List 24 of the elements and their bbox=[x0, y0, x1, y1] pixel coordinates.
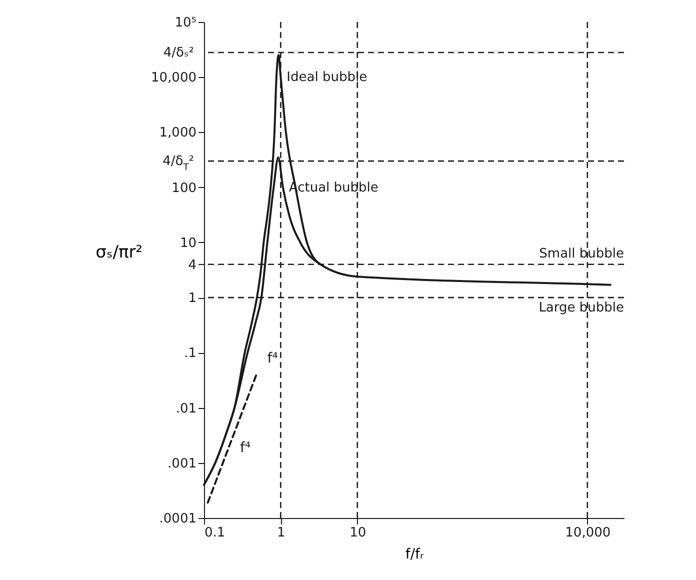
x-tick-label: 10,000 bbox=[565, 526, 611, 540]
y-tick-label: 1 bbox=[188, 291, 196, 306]
series-label: Ideal bubble bbox=[286, 70, 368, 86]
x-tick-label: 10 bbox=[350, 526, 366, 540]
y-tick-label: .01 bbox=[176, 401, 196, 416]
ref-line-label: Small bubble bbox=[539, 246, 624, 262]
y-tick-label: 10 bbox=[180, 236, 196, 251]
x-tick-label: 0.1 bbox=[204, 526, 226, 540]
x-tick-label: 1 bbox=[277, 526, 286, 540]
ref-line-label: 4/δ$_{T}$² bbox=[162, 154, 194, 174]
y-tick-label: 10⁵ bbox=[174, 16, 196, 30]
y-axis-title: σₛ/πr² bbox=[96, 242, 142, 262]
y-tick-label: 1,000 bbox=[159, 126, 196, 141]
ref-line-label: 4/δₛ² bbox=[163, 45, 194, 60]
y-tick-label: .0001 bbox=[159, 512, 196, 526]
annotation: f⁴ bbox=[267, 350, 278, 366]
y-tick-label: .001 bbox=[168, 456, 196, 472]
y-tick-label: 100 bbox=[172, 180, 196, 196]
ref-line-label: Large bubble bbox=[538, 300, 624, 316]
y-tick-label: .1 bbox=[184, 346, 196, 362]
x-axis-title: f/fᵣ bbox=[405, 546, 424, 562]
y-tick-label: 10,000 bbox=[151, 70, 196, 86]
annotation: f⁴ bbox=[240, 440, 251, 456]
y-tick-label: 4 bbox=[188, 258, 196, 273]
